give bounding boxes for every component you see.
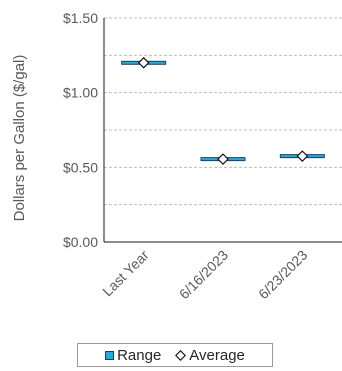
chart-svg: $0.00 $0.50 $1.00 $1.50 Last Year 6/16/2023 6… xyxy=(11,10,342,303)
y-tick-label: $0.50 xyxy=(63,159,98,175)
range-bars xyxy=(121,60,325,162)
gridlines xyxy=(104,17,342,206)
average-marker xyxy=(296,150,309,162)
x-tick-label: 6/23/2023 xyxy=(255,247,311,303)
y-tick-label: $1.00 xyxy=(63,85,98,101)
x-tick-label: Last Year xyxy=(99,247,152,300)
y-tick-label: $1.50 xyxy=(63,10,98,26)
axes xyxy=(103,18,342,243)
average-marker xyxy=(137,56,150,69)
range-swatch-icon xyxy=(105,350,115,360)
y-tick-label: $0.00 xyxy=(63,234,98,250)
legend-item-average: Average xyxy=(175,347,245,364)
y-axis-label: Dollars per Gallon ($/gal) xyxy=(11,55,28,222)
legend: Range Average xyxy=(77,343,273,367)
average-markers xyxy=(137,56,309,165)
x-tick-label: 6/16/2023 xyxy=(176,247,232,303)
y-tick-labels: $0.00 $0.50 $1.00 $1.50 xyxy=(63,10,98,250)
legend-label-average: Average xyxy=(189,346,245,364)
average-marker xyxy=(217,153,229,165)
legend-item-range: Range xyxy=(105,347,161,364)
legend-label-range: Range xyxy=(117,346,162,364)
x-tick-labels: Last Year 6/16/2023 6/23/2023 xyxy=(99,247,310,303)
diamond-icon xyxy=(175,349,187,361)
